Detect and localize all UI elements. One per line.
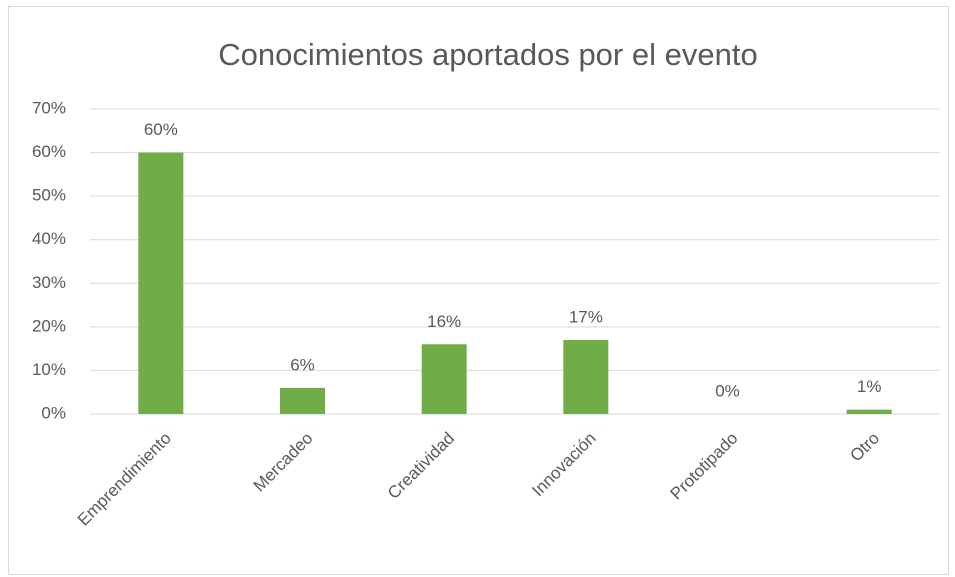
- y-tick-label: 70%: [32, 98, 66, 117]
- data-label: 17%: [569, 307, 603, 326]
- y-tick-label: 20%: [32, 316, 66, 335]
- bar: [563, 339, 609, 414]
- data-label: 6%: [290, 355, 315, 374]
- bar: [846, 409, 892, 414]
- bar: [138, 152, 184, 415]
- chart-title: Conocimientos aportados por el evento: [218, 37, 757, 72]
- bar: [280, 387, 325, 414]
- y-tick-label: 60%: [32, 142, 66, 161]
- bar: [421, 344, 467, 414]
- y-tick-label: 40%: [32, 229, 66, 248]
- y-tick-label: 10%: [32, 360, 66, 379]
- data-label: 0%: [715, 381, 740, 400]
- data-label: 60%: [144, 120, 178, 139]
- data-label: 1%: [857, 377, 882, 396]
- data-label: 16%: [427, 312, 461, 331]
- y-tick-label: 30%: [32, 273, 66, 292]
- y-tick-label: 50%: [32, 186, 66, 205]
- y-tick-label: 0%: [41, 403, 66, 422]
